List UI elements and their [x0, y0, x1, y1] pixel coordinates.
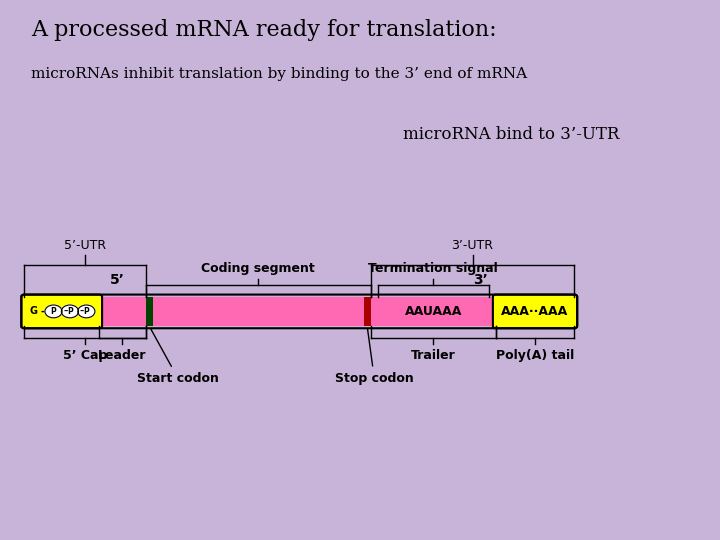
Text: Coding segment: Coding segment — [202, 262, 315, 275]
Text: P: P — [67, 307, 73, 316]
Bar — [364, 296, 371, 326]
Text: Trailer: Trailer — [411, 348, 456, 362]
Text: A processed mRNA ready for translation:: A processed mRNA ready for translation: — [32, 19, 497, 41]
Text: 5’-UTR: 5’-UTR — [64, 239, 106, 252]
Bar — [99, 296, 496, 326]
Text: –: – — [40, 306, 45, 316]
Text: Poly(A) tail: Poly(A) tail — [496, 348, 574, 362]
Text: AAUAAA: AAUAAA — [405, 305, 462, 318]
Text: 5’: 5’ — [110, 273, 125, 287]
Circle shape — [78, 305, 95, 318]
Text: Stop codon: Stop codon — [335, 329, 414, 384]
Text: Start codon: Start codon — [137, 328, 219, 384]
FancyBboxPatch shape — [22, 295, 102, 328]
Text: Termination signal: Termination signal — [369, 262, 498, 275]
FancyBboxPatch shape — [493, 295, 577, 328]
Text: 5’ Cap: 5’ Cap — [63, 348, 107, 362]
Text: –: – — [80, 307, 84, 316]
Circle shape — [45, 305, 62, 318]
Text: microRNAs inhibit translation by binding to the 3’ end of mRNA: microRNAs inhibit translation by binding… — [32, 67, 528, 81]
Circle shape — [61, 305, 78, 318]
Text: microRNA bind to 3’-UTR: microRNA bind to 3’-UTR — [403, 126, 619, 143]
Text: P: P — [84, 307, 89, 316]
Text: P: P — [50, 307, 56, 316]
Text: G: G — [30, 306, 38, 316]
Text: –: – — [63, 307, 68, 316]
Text: AAA··AAA: AAA··AAA — [501, 305, 569, 318]
Text: Leader: Leader — [98, 348, 147, 362]
Bar — [145, 296, 153, 326]
Text: 3’: 3’ — [472, 273, 487, 287]
Text: 3’-UTR: 3’-UTR — [451, 239, 493, 252]
